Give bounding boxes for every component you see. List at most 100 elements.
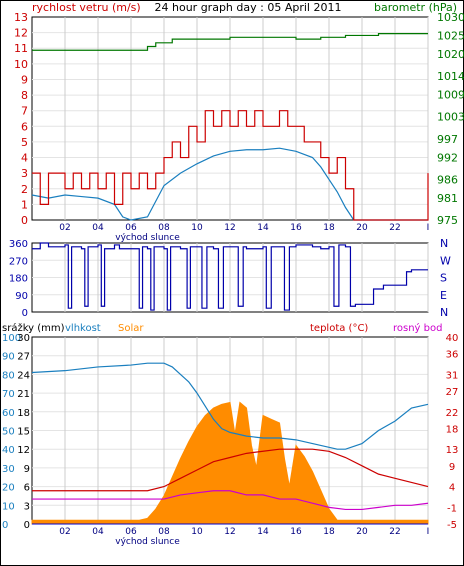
temperature-tick-label: 13: [446, 445, 459, 456]
time-tick-label: 22: [389, 223, 400, 233]
wind-direction-line: [32, 242, 428, 311]
barometer-line: [32, 33, 428, 51]
wind-axis-title: rychlost vetru (m/s): [32, 1, 141, 14]
humidity-tick-label: 10: [2, 501, 15, 512]
humidity-tick-label: 30: [2, 464, 15, 475]
humidity-tick-label: 20: [2, 483, 15, 494]
temperature-tick-label: 18: [446, 424, 459, 435]
direction-tick-label: 270: [9, 256, 28, 267]
humidity-solar-temperature-panel: 0102030405060708090100036912151821242730…: [2, 333, 458, 547]
compass-tick-label: E: [440, 289, 447, 302]
temperature-tick-label: 31: [446, 370, 459, 381]
time-tick-label: 14: [257, 527, 269, 537]
time-tick-label: 18: [323, 527, 335, 537]
wind-tick-label: 0: [21, 214, 28, 227]
rain-tick-label: 15: [17, 427, 30, 438]
barometer-tick-label: 997: [437, 133, 458, 146]
temperature-tick-label: 40: [446, 333, 459, 344]
wind-tick-label: 10: [14, 58, 28, 71]
solar-axis-title: Solar: [118, 323, 144, 334]
compass-tick-label: N: [440, 306, 448, 319]
humidity-tick-label: 80: [2, 370, 15, 381]
wind-tick-label: 7: [21, 105, 28, 118]
time-tick-label: 16: [290, 223, 302, 233]
barometer-tick-label: 986: [437, 173, 458, 186]
wind-tick-label: 8: [21, 89, 28, 102]
dewpoint-axis-title: rosný bod: [393, 322, 442, 334]
time-tick-label: 08: [158, 527, 170, 537]
rain-tick-label: 3: [24, 501, 30, 512]
rain-tick-label: 21: [17, 389, 30, 400]
rain-tick-label: 6: [24, 483, 30, 494]
time-tick-label: 06: [125, 223, 137, 233]
dewpoint-line: [32, 490, 429, 511]
humidity-tick-label: 60: [2, 408, 15, 419]
wind-tick-label: 6: [21, 120, 28, 133]
barometer-tick-label: 1014: [437, 70, 464, 83]
time-tick-label: I: [427, 223, 430, 233]
wind-pressure-panel: 0123456789101112139759819869929971003100…: [14, 11, 464, 243]
time-tick-label: 22: [389, 527, 400, 537]
humidity-line: [31, 362, 429, 450]
compass-tick-label: W: [440, 254, 451, 267]
humidity-tick-label: 100: [2, 333, 21, 344]
time-tick-label: 14: [257, 223, 269, 233]
rain-tick-label: 0: [24, 520, 30, 531]
wind-tick-label: 9: [21, 73, 28, 86]
humidity-tick-label: 70: [2, 389, 15, 400]
humidity-tick-label: 40: [2, 445, 15, 456]
barometer-tick-label: 1020: [437, 48, 464, 61]
direction-tick-label: 90: [15, 291, 28, 302]
rain-tick-label: 24: [17, 370, 30, 381]
sunrise-label: východ slunce: [115, 537, 180, 547]
sunrise-label: východ slunce: [115, 233, 180, 243]
temperature-line: [32, 448, 429, 492]
time-tick-label: 06: [125, 527, 137, 537]
wind-speed-line: [32, 110, 429, 221]
time-tick-label: 08: [158, 223, 170, 233]
barometer-tick-label: 1030: [437, 11, 464, 24]
compass-tick-label: N: [440, 237, 448, 250]
time-tick-label: 02: [59, 223, 70, 233]
chart-title: 24 hour graph day : 05 April 2011: [155, 1, 342, 14]
temperature-axis-title: teplota (°C): [310, 323, 368, 334]
rain-tick-label: 18: [17, 408, 30, 419]
time-tick-label: 20: [356, 223, 368, 233]
temperature-tick-label: -1: [447, 503, 457, 514]
wind-tick-label: 4: [21, 152, 28, 165]
humidity-tick-label: 0: [2, 520, 8, 531]
wind-tick-label: 12: [14, 27, 28, 40]
rain-tick-label: 30: [17, 333, 30, 344]
humidity-axis-title: vlhkost: [65, 323, 101, 334]
time-tick-label: 16: [290, 527, 302, 537]
direction-tick-label: 0: [22, 308, 28, 319]
time-tick-label: 04: [92, 527, 104, 537]
time-tick-label: 10: [191, 527, 203, 537]
temperature-tick-label: 27: [446, 387, 459, 398]
temperature-tick-label: 22: [446, 408, 459, 419]
rain-tick-label: 12: [17, 445, 30, 456]
wind-tick-label: 1: [21, 198, 28, 211]
barometer-tick-label: 992: [437, 151, 458, 164]
time-tick-label: 18: [323, 223, 335, 233]
rain-tick-label: 9: [24, 464, 30, 475]
temperature-tick-label: 9: [449, 462, 455, 473]
wind-tick-label: 11: [14, 42, 28, 55]
wind-tick-label: 5: [21, 136, 28, 149]
time-tick-label: 02: [59, 527, 70, 537]
time-tick-label: 10: [191, 223, 203, 233]
time-tick-label: 12: [224, 527, 235, 537]
wind-tick-label: 2: [21, 183, 28, 196]
barometer-tick-label: 981: [437, 192, 458, 205]
direction-tick-label: 360: [9, 239, 28, 250]
barometer-tick-label: 1003: [437, 111, 464, 124]
time-tick-label: 04: [92, 223, 104, 233]
rain-tick-label: 27: [17, 352, 30, 363]
wind-tick-label: 3: [21, 167, 28, 180]
time-tick-label: 20: [356, 527, 368, 537]
average-wind-line: [31, 147, 428, 221]
barometer-tick-label: 975: [437, 214, 458, 227]
barometer-tick-label: 1009: [437, 89, 464, 102]
